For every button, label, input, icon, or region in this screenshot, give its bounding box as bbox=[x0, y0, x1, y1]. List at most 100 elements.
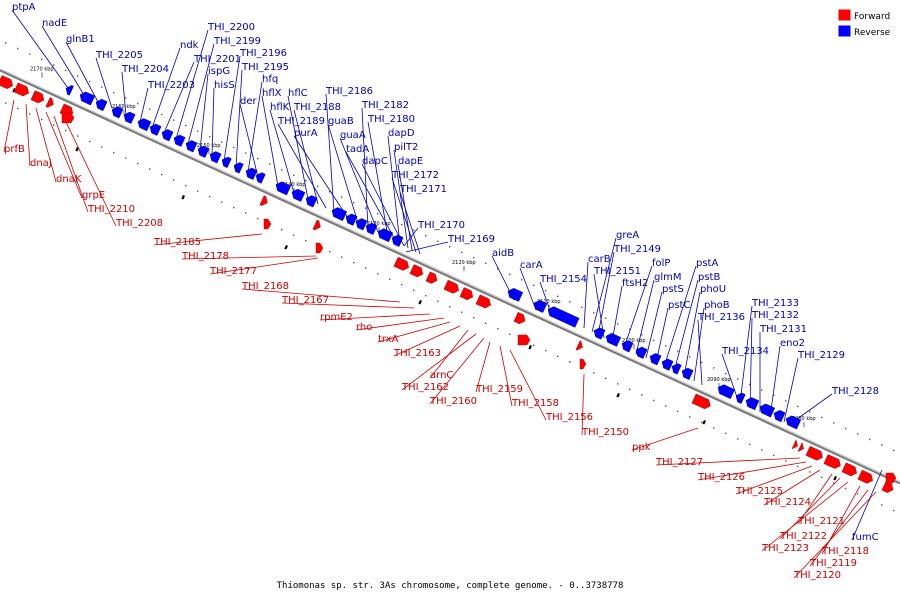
label-leader-line bbox=[393, 149, 409, 249]
forward-feature-arrow bbox=[517, 334, 531, 346]
gene-label: pstB bbox=[698, 272, 720, 283]
label-leader-line bbox=[793, 491, 877, 579]
gene-label: THI_2122 bbox=[779, 531, 827, 542]
label-leader-line bbox=[293, 109, 319, 205]
genome-caption: Thiomonas sp. str. 3As chromosome, compl… bbox=[277, 581, 624, 591]
guide-dot bbox=[401, 284, 403, 286]
guide-dot bbox=[569, 361, 571, 363]
position-marker bbox=[616, 393, 620, 398]
label-leader-line bbox=[153, 233, 263, 246]
guide-dot bbox=[629, 328, 631, 331]
gene-label: THI_2168 bbox=[241, 281, 289, 292]
guide-dot bbox=[785, 400, 787, 402]
guide-dot bbox=[605, 317, 607, 320]
guide-dot bbox=[233, 146, 235, 149]
guide-dot bbox=[461, 251, 463, 253]
label-leader-line bbox=[597, 251, 615, 336]
reverse-feature-arrow bbox=[95, 98, 108, 112]
forward-feature-arrow bbox=[823, 454, 841, 469]
label-leader-line bbox=[139, 87, 149, 123]
reverse-feature-arrow bbox=[717, 384, 735, 399]
guide-dot bbox=[401, 224, 403, 226]
guide-dot bbox=[857, 493, 859, 495]
label-leader-line bbox=[749, 317, 753, 409]
reverse-feature-arrow bbox=[275, 181, 292, 196]
guide-dot bbox=[617, 323, 619, 325]
reverse-feature-arrow bbox=[661, 358, 674, 371]
guide-dot bbox=[377, 213, 379, 215]
guide-dot bbox=[413, 289, 415, 291]
label-leader-line bbox=[635, 279, 655, 355]
guide-dot bbox=[29, 113, 31, 115]
forward-feature-arrow bbox=[0, 75, 13, 89]
forward-feature-arrow bbox=[263, 218, 272, 230]
gene-label: THI_2151 bbox=[593, 266, 641, 277]
guide-dot bbox=[473, 257, 475, 259]
reverse-feature-arrow bbox=[221, 156, 232, 169]
position-marker bbox=[833, 475, 837, 481]
reverse-feature-arrow bbox=[173, 134, 186, 147]
label-leader-line bbox=[65, 121, 117, 227]
guide-dot bbox=[737, 378, 739, 380]
label-leader-line bbox=[693, 307, 705, 382]
label-leader-line bbox=[809, 489, 869, 567]
guide-dot bbox=[209, 135, 211, 138]
forward-feature-arrow bbox=[885, 472, 897, 484]
label-leader-line bbox=[593, 273, 605, 339]
forward-feature-arrow bbox=[579, 358, 587, 370]
gene-label: hflC bbox=[288, 88, 308, 99]
scale-tick-label: 2080 kbp bbox=[792, 416, 816, 422]
guide-dot bbox=[53, 124, 55, 126]
label-leader-line bbox=[223, 55, 241, 162]
guide-dot bbox=[185, 124, 187, 127]
reverse-feature-arrow bbox=[533, 299, 548, 313]
label-leader-line bbox=[655, 457, 801, 466]
guide-dot bbox=[677, 350, 679, 353]
gene-label: THI_2163 bbox=[393, 348, 441, 359]
gene-label: dapD bbox=[388, 128, 415, 139]
gene-label: THI_2169 bbox=[447, 234, 495, 245]
forward-feature-arrow bbox=[393, 256, 409, 271]
guide-dot bbox=[677, 410, 679, 413]
gene-label: pstC bbox=[668, 300, 690, 311]
guide-dot bbox=[377, 273, 379, 275]
guide-dot bbox=[845, 487, 847, 490]
gene-label: hflX bbox=[262, 88, 282, 99]
guide-dot bbox=[137, 102, 139, 105]
label-leader-line bbox=[35, 107, 57, 183]
label-leader-line bbox=[539, 281, 553, 317]
label-leader-line bbox=[65, 41, 99, 103]
guide-dot bbox=[689, 416, 691, 418]
legend-reverse-label: Reverse bbox=[854, 28, 891, 38]
reverse-feature-arrow bbox=[365, 222, 378, 235]
gene-label: THI_2171 bbox=[399, 184, 447, 195]
gene-label: glnB1 bbox=[66, 34, 95, 45]
guide-dot bbox=[701, 361, 703, 364]
label-leader-line bbox=[429, 337, 485, 405]
gene-label: phoU bbox=[700, 284, 726, 295]
guide-dot bbox=[821, 476, 823, 479]
gene-label: THI_2158 bbox=[511, 398, 559, 409]
guide-dot bbox=[425, 235, 427, 237]
label-leader-line bbox=[361, 107, 369, 229]
guide-dot bbox=[569, 301, 571, 303]
forward-feature-arrow bbox=[61, 112, 75, 124]
gene-label: THI_2162 bbox=[401, 382, 449, 393]
gene-label: pstS bbox=[662, 284, 684, 295]
gene-label: THI_2167 bbox=[281, 295, 329, 306]
forward-feature-arrow bbox=[797, 441, 804, 453]
guide-dot bbox=[545, 350, 547, 352]
gene-label: greA bbox=[616, 230, 639, 241]
gene-label: arnC bbox=[430, 370, 453, 381]
guide-dot bbox=[425, 295, 427, 297]
reverse-feature-arrow bbox=[233, 162, 244, 174]
gene-label: THI_2203 bbox=[147, 80, 195, 91]
label-leader-line bbox=[53, 115, 89, 213]
label-leader-line bbox=[697, 461, 807, 481]
guide-dot bbox=[149, 168, 151, 170]
guide-dot bbox=[809, 411, 811, 413]
gene-label: THI_2126 bbox=[697, 472, 745, 483]
label-leader-line bbox=[187, 43, 215, 145]
guide-dot bbox=[197, 190, 199, 192]
guide-dot bbox=[125, 97, 127, 99]
